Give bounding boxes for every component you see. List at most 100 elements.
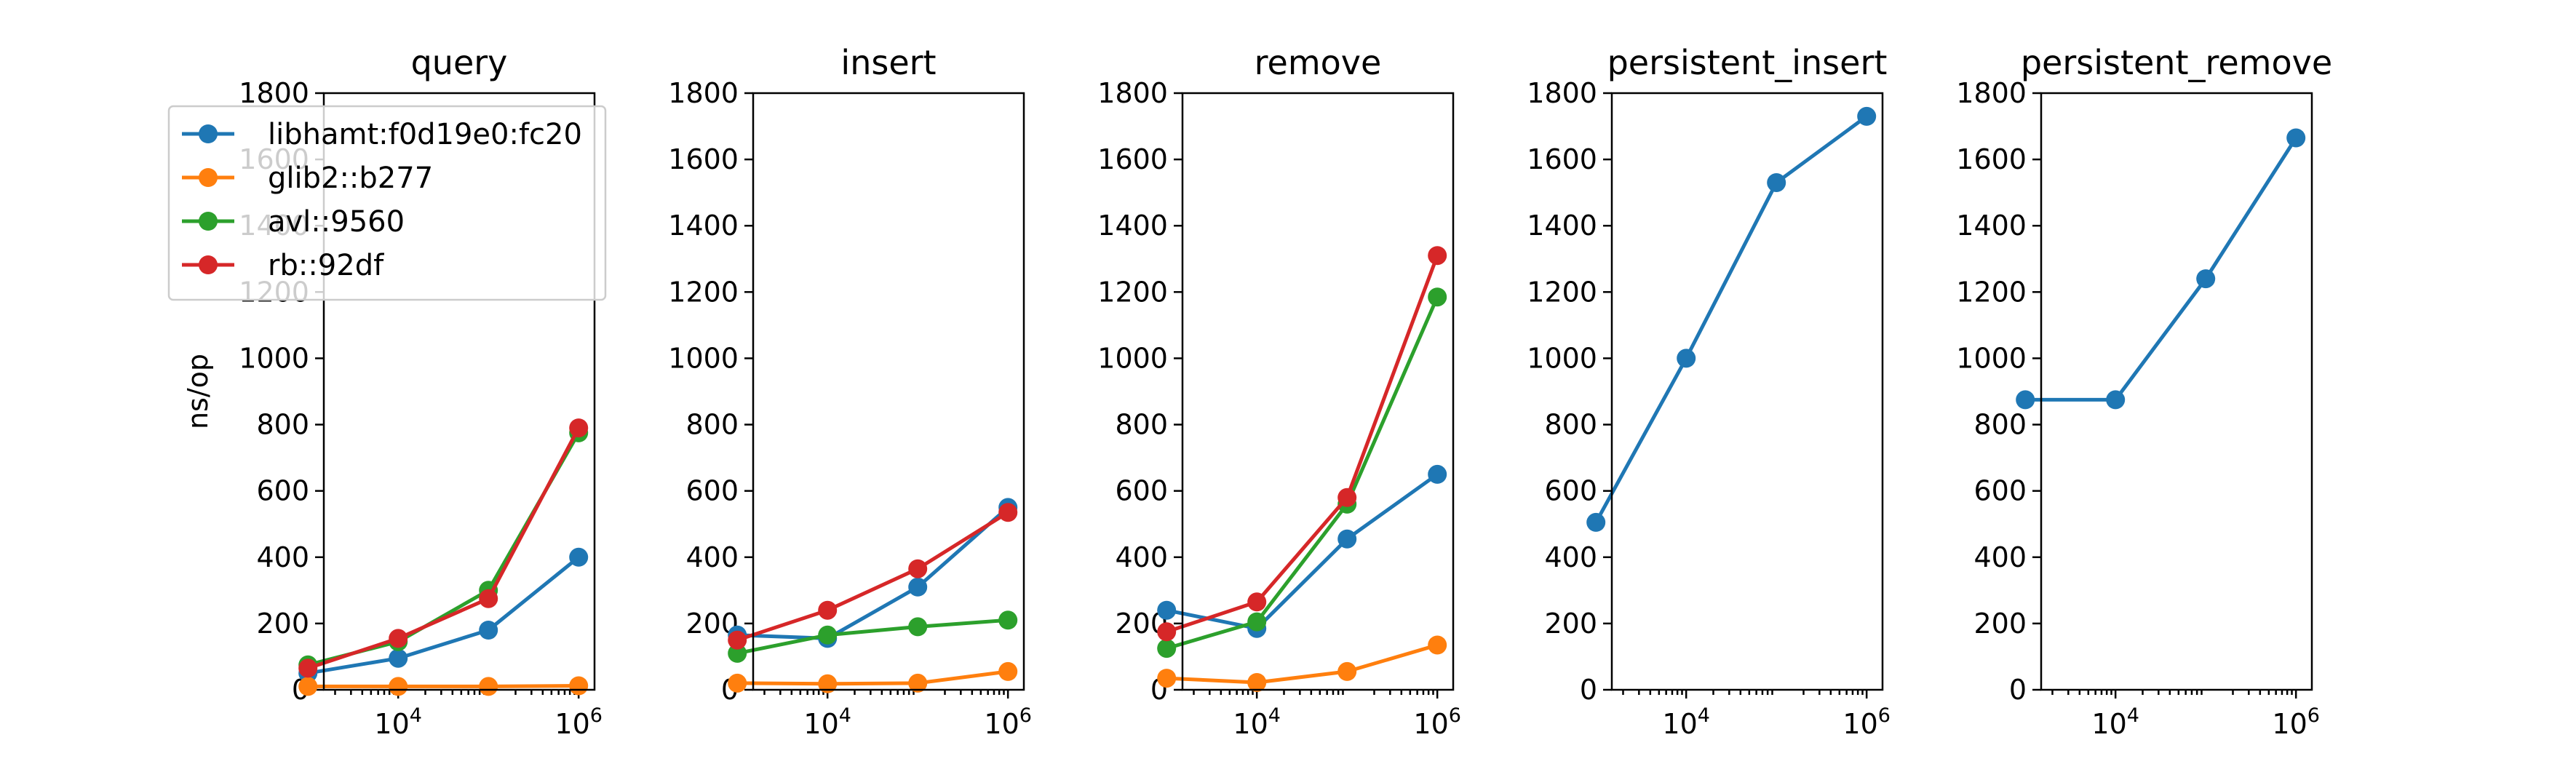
data-point — [1428, 246, 1447, 266]
data-point — [389, 677, 408, 696]
data-point — [1767, 173, 1786, 192]
data-point — [2196, 269, 2216, 289]
data-point — [818, 600, 838, 620]
data-point — [908, 559, 928, 578]
y-tick-label: 1800 — [668, 77, 739, 109]
data-point — [908, 673, 928, 693]
data-point — [389, 629, 408, 648]
axes-frame — [752, 92, 1025, 691]
x-tick-label: 106 — [554, 704, 603, 740]
data-point — [908, 577, 928, 597]
subplot-query: query02004006008001000120014001600180010… — [167, 43, 607, 740]
y-axis-label: ns/op — [182, 354, 214, 429]
data-point — [998, 503, 1018, 522]
y-tick-label: 1000 — [668, 342, 739, 374]
y-tick-label: 400 — [1973, 541, 2027, 573]
x-tick-label: 106 — [2272, 704, 2320, 740]
y-tick-label: 1000 — [1097, 342, 1168, 374]
chart-title: remove — [1255, 43, 1382, 82]
data-point — [1428, 464, 1447, 484]
subplot-persistent-remove: persistent_remove 0 200 400 600 800 1000 1200 14… — [1956, 43, 2332, 740]
data-point — [479, 677, 498, 696]
data-point — [2016, 390, 2035, 410]
data-point — [2286, 128, 2306, 148]
data-point — [1428, 287, 1447, 307]
data-point — [1428, 635, 1447, 655]
data-point — [728, 673, 747, 693]
data-point — [389, 648, 408, 668]
series-avl — [1157, 287, 1447, 658]
y-tick-label: 600 — [256, 475, 309, 507]
x-tick-label: 104 — [803, 704, 851, 740]
series-line — [2025, 137, 2298, 402]
x-tick-label: 106 — [1842, 704, 1891, 740]
y-tick-label: 400 — [1544, 541, 1597, 573]
y-tick-label: 1800 — [1097, 77, 1168, 109]
legend-marker — [199, 255, 218, 274]
legend-label: avl::9560 — [268, 205, 405, 239]
y-tick-label: 1800 — [239, 77, 309, 109]
legend-entry: libhamt:f0d19e0:fc20 — [182, 118, 582, 151]
axes-frame — [322, 92, 596, 691]
y-tick-label: 200 — [256, 608, 309, 640]
legend-label: rb::92df — [268, 249, 384, 282]
data-point — [1586, 512, 1606, 532]
y-tick-label: 400 — [256, 541, 309, 573]
legend-entry: avl::9560 — [182, 205, 405, 239]
y-tick-label: 1800 — [1527, 77, 1597, 109]
y-tick-label: 400 — [685, 541, 739, 573]
data-point — [479, 589, 498, 608]
series-line — [1166, 296, 1439, 650]
legend-label: glib2::b277 — [268, 162, 433, 195]
legend-entry: glib2::b277 — [182, 162, 433, 195]
series-glib2 — [1157, 635, 1447, 692]
series-line — [307, 426, 581, 670]
data-point — [1247, 673, 1267, 692]
data-point — [569, 676, 589, 696]
subplot-insert: insert0200400600800100012001400160018001… — [668, 43, 1032, 740]
y-tick-label: 1400 — [668, 210, 739, 242]
y-tick-label: 600 — [1115, 475, 1168, 507]
series-glib2 — [298, 676, 589, 696]
y-tick-label: 1000 — [239, 342, 309, 374]
data-point — [728, 630, 747, 650]
y-tick-label: 200 — [1544, 608, 1597, 640]
legend-entry: rb::92df — [182, 249, 384, 282]
data-point — [1857, 106, 1877, 126]
data-point — [1337, 661, 1357, 681]
y-tick-label: 600 — [685, 475, 739, 507]
x-tick-label: 106 — [984, 704, 1032, 740]
subplot-persistent-insert: persistent_insert 0 200 400 600 800 1000 1200 14… — [1527, 43, 1891, 740]
legend-label: libhamt:f0d19e0:fc20 — [268, 118, 582, 151]
y-tick-label: 600 — [1544, 475, 1597, 507]
y-tick-label: 1600 — [1956, 143, 2027, 175]
series-libhamt — [2016, 128, 2306, 410]
data-point — [569, 418, 589, 438]
data-point — [298, 677, 318, 696]
y-tick-label: 1000 — [1956, 342, 2027, 374]
data-point — [1157, 639, 1177, 658]
y-tick-label: 800 — [685, 409, 739, 441]
legend-box — [167, 105, 607, 301]
y-tick-label: 1200 — [1097, 276, 1168, 308]
chart-title: query — [411, 43, 508, 82]
series-avl — [728, 610, 1018, 663]
y-tick-label: 1200 — [1527, 276, 1597, 308]
y-tick-label: 200 — [1973, 608, 2027, 640]
data-point — [1157, 669, 1177, 688]
series-libhamt — [1586, 106, 1877, 532]
x-tick-label: 104 — [2091, 704, 2139, 740]
series-rb — [1157, 246, 1447, 642]
series-libhamt — [728, 498, 1018, 648]
data-point — [1157, 622, 1177, 642]
y-tick-label: 1600 — [1527, 143, 1597, 175]
y-tick-label: 1400 — [1097, 210, 1168, 242]
chart-title: persistent_insert — [1607, 43, 1888, 82]
y-tick-label: 400 — [1115, 541, 1168, 573]
axes-frame — [1610, 92, 1884, 691]
legend-marker — [199, 168, 218, 187]
data-point — [728, 643, 747, 663]
series-avl — [298, 423, 589, 674]
x-tick-label: 106 — [1413, 704, 1461, 740]
